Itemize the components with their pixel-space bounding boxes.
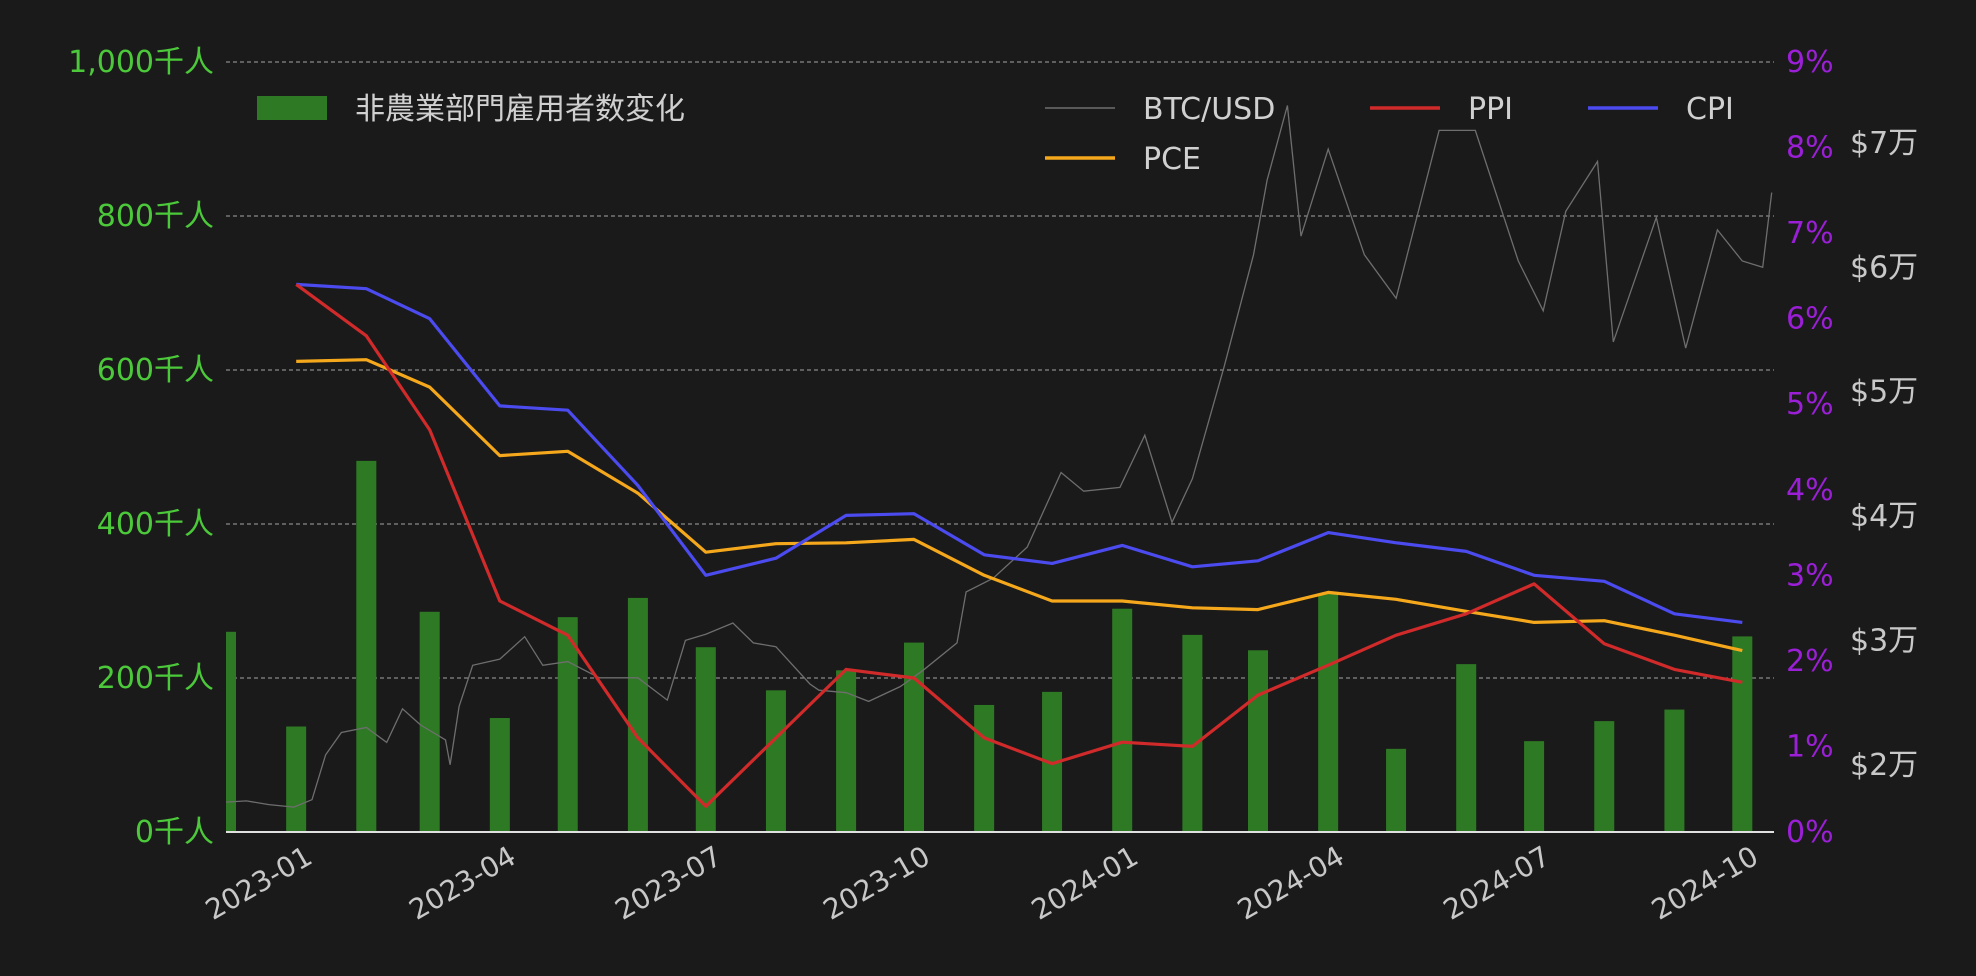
payroll-bar [1664,709,1685,832]
legend: 非農業部門雇用者数変化 BTC/USD PPI CPI PCE [257,92,1734,177]
legend-label-payrolls: 非農業部門雇用者数変化 [355,92,685,127]
payroll-bar [1456,664,1477,832]
payroll-bar [1112,608,1133,832]
left-axis-tick-label: 400千人 [97,507,214,542]
left-axis-tick-label: 200千人 [97,661,214,696]
payroll-bar [1248,650,1268,832]
payroll-bar [974,704,995,832]
payroll-bar [1594,721,1615,832]
btc-axis-tick-label: $5万 [1850,375,1918,410]
payroll-bar [286,726,307,832]
left-axis-tick-label: 1,000千人 [68,45,214,80]
pct-axis-tick-label: 4% [1786,473,1834,508]
payroll-bar [765,690,786,832]
pct-axis-tick-label: 2% [1786,644,1834,679]
payroll-bar [419,611,440,832]
pct-axis-tick-label: 0% [1786,815,1834,850]
btc-axis-tick-label: $2万 [1850,748,1918,783]
payroll-bar [627,597,648,832]
pce-line [296,358,1743,653]
legend-label-btc: BTC/USD [1143,92,1275,127]
legend-label-cpi: CPI [1686,92,1734,127]
payroll-bar [1182,634,1203,832]
left-axis-tick-label: 600千人 [97,353,214,388]
pct-axis-tick-label: 7% [1786,216,1834,251]
grid-lines [226,61,1774,679]
btc-axis-tick-label: $7万 [1850,126,1918,161]
left-axis-tick-label: 800千人 [97,199,214,234]
left-axis-tick-label: 0千人 [135,815,214,850]
payroll-bars [226,460,1753,832]
payroll-bar [1318,593,1339,832]
payroll-bar [836,670,857,832]
cpi-line [296,282,1743,624]
legend-label-ppi: PPI [1468,92,1513,127]
btc-axis-tick-label: $4万 [1850,499,1918,534]
payroll-bar [695,647,716,832]
payroll-bar [1524,741,1545,832]
payroll-bar [557,617,578,832]
series-lines [225,105,1773,808]
pct-axis-tick-label: 6% [1786,302,1834,337]
ppi-line [295,283,1743,808]
payroll-bar [904,642,924,832]
payroll-bar [1732,636,1753,832]
pct-axis-tick-label: 3% [1786,558,1834,593]
payroll-bar [489,718,510,832]
btc-axis-tick-label: $3万 [1850,623,1918,658]
pct-axis-tick-label: 1% [1786,729,1834,764]
pct-axis-tick-label: 8% [1786,131,1834,166]
payroll-bar [356,460,377,832]
pct-axis-tick-label: 9% [1786,45,1834,80]
btc-axis-tick-label: $6万 [1850,250,1918,285]
payroll-bar [1386,748,1407,832]
legend-swatch-payrolls [257,96,327,120]
pct-axis-tick-label: 5% [1786,387,1834,422]
legend-label-pce: PCE [1143,142,1201,177]
payroll-bar [226,631,236,832]
